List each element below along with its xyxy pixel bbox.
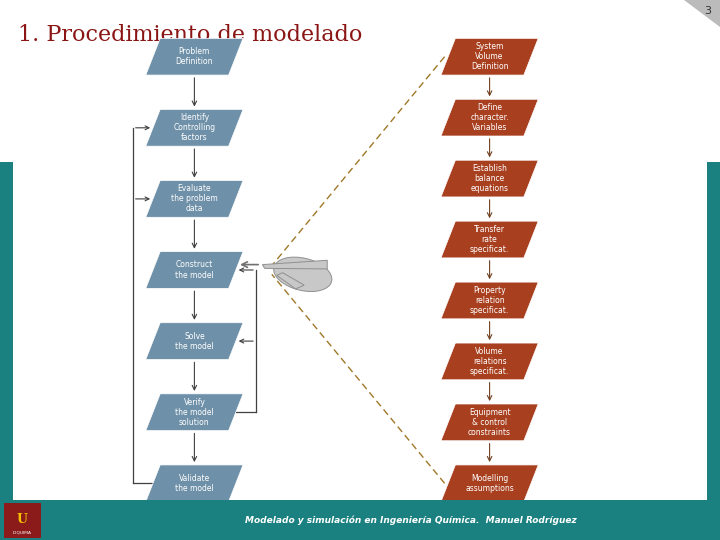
Text: Evaluate
the problem
data: Evaluate the problem data	[171, 184, 217, 213]
Text: System
Volume
Definition: System Volume Definition	[471, 42, 508, 71]
Polygon shape	[145, 252, 243, 288]
Polygon shape	[441, 282, 539, 319]
Text: Property
relation
specificat.: Property relation specificat.	[470, 286, 509, 315]
Text: Problem
Definition: Problem Definition	[176, 47, 213, 66]
Text: Equipment
& control
constraints: Equipment & control constraints	[468, 408, 511, 437]
Text: DIQUIMA: DIQUIMA	[13, 530, 32, 535]
Polygon shape	[441, 160, 539, 197]
Ellipse shape	[274, 257, 332, 292]
Text: Establish
balance
equations: Establish balance equations	[471, 164, 508, 193]
Text: Verify
the model
solution: Verify the model solution	[175, 397, 214, 427]
Polygon shape	[441, 404, 539, 441]
Text: Construct
the model: Construct the model	[175, 260, 214, 280]
Text: Modelling
assumptions: Modelling assumptions	[465, 474, 514, 493]
Bar	[0, 500, 720, 540]
Text: 3: 3	[704, 6, 711, 17]
Polygon shape	[441, 99, 539, 136]
Text: Solve
the model: Solve the model	[175, 332, 214, 350]
Polygon shape	[145, 38, 243, 75]
Polygon shape	[263, 260, 327, 269]
Text: Define
character.
Variables: Define character. Variables	[470, 103, 509, 132]
Text: Modelado y simulación en Ingeniería Química.  Manuel Rodríguez: Modelado y simulación en Ingeniería Quím…	[245, 515, 576, 525]
Polygon shape	[145, 180, 243, 217]
Polygon shape	[277, 273, 305, 289]
Polygon shape	[441, 465, 539, 502]
Polygon shape	[145, 323, 243, 360]
Text: Transfer
rate
specificat.: Transfer rate specificat.	[470, 225, 509, 254]
Polygon shape	[145, 110, 243, 146]
Polygon shape	[145, 465, 243, 502]
Text: Validate
the model: Validate the model	[175, 474, 214, 493]
Text: 1. Procedimiento de modelado: 1. Procedimiento de modelado	[18, 24, 362, 46]
Bar	[707, 162, 720, 500]
Text: Identify
Controlling
factors: Identify Controlling factors	[174, 113, 215, 143]
Polygon shape	[684, 0, 720, 27]
Polygon shape	[441, 343, 539, 380]
Text: Volume
relations
specificat.: Volume relations specificat.	[470, 347, 509, 376]
Bar	[0, 162, 13, 500]
Bar	[4, 503, 41, 538]
Polygon shape	[441, 38, 539, 75]
Text: U: U	[17, 513, 28, 526]
Polygon shape	[441, 221, 539, 258]
Polygon shape	[145, 394, 243, 430]
